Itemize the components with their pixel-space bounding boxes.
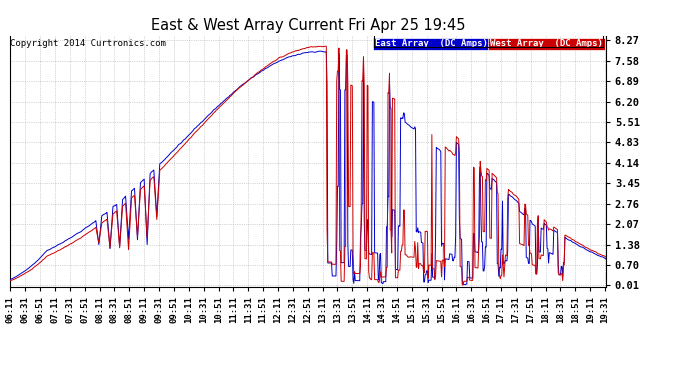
- Text: West Array  (DC Amps): West Array (DC Amps): [491, 39, 603, 48]
- Text: East Array  (DC Amps): East Array (DC Amps): [375, 39, 488, 48]
- Title: East & West Array Current Fri Apr 25 19:45: East & West Array Current Fri Apr 25 19:…: [151, 18, 465, 33]
- Text: Copyright 2014 Curtronics.com: Copyright 2014 Curtronics.com: [10, 39, 166, 48]
